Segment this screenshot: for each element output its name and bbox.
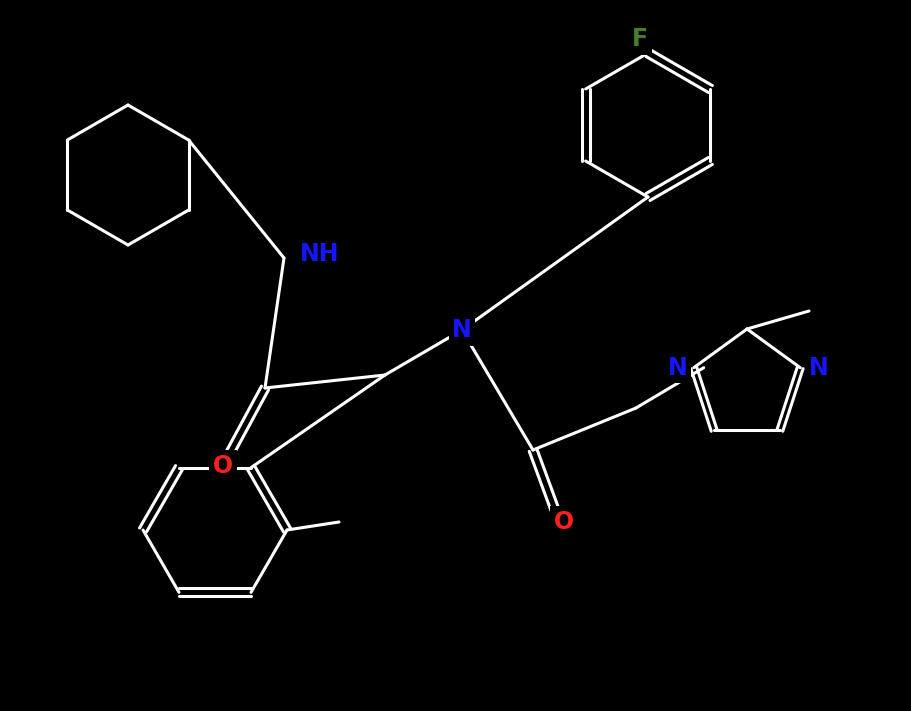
Text: F: F [631,27,648,51]
Text: N: N [667,356,687,380]
Text: N: N [452,318,471,342]
Text: O: O [553,510,573,534]
Text: N: N [807,356,827,380]
Text: NH: NH [300,242,339,266]
Text: O: O [212,454,233,478]
